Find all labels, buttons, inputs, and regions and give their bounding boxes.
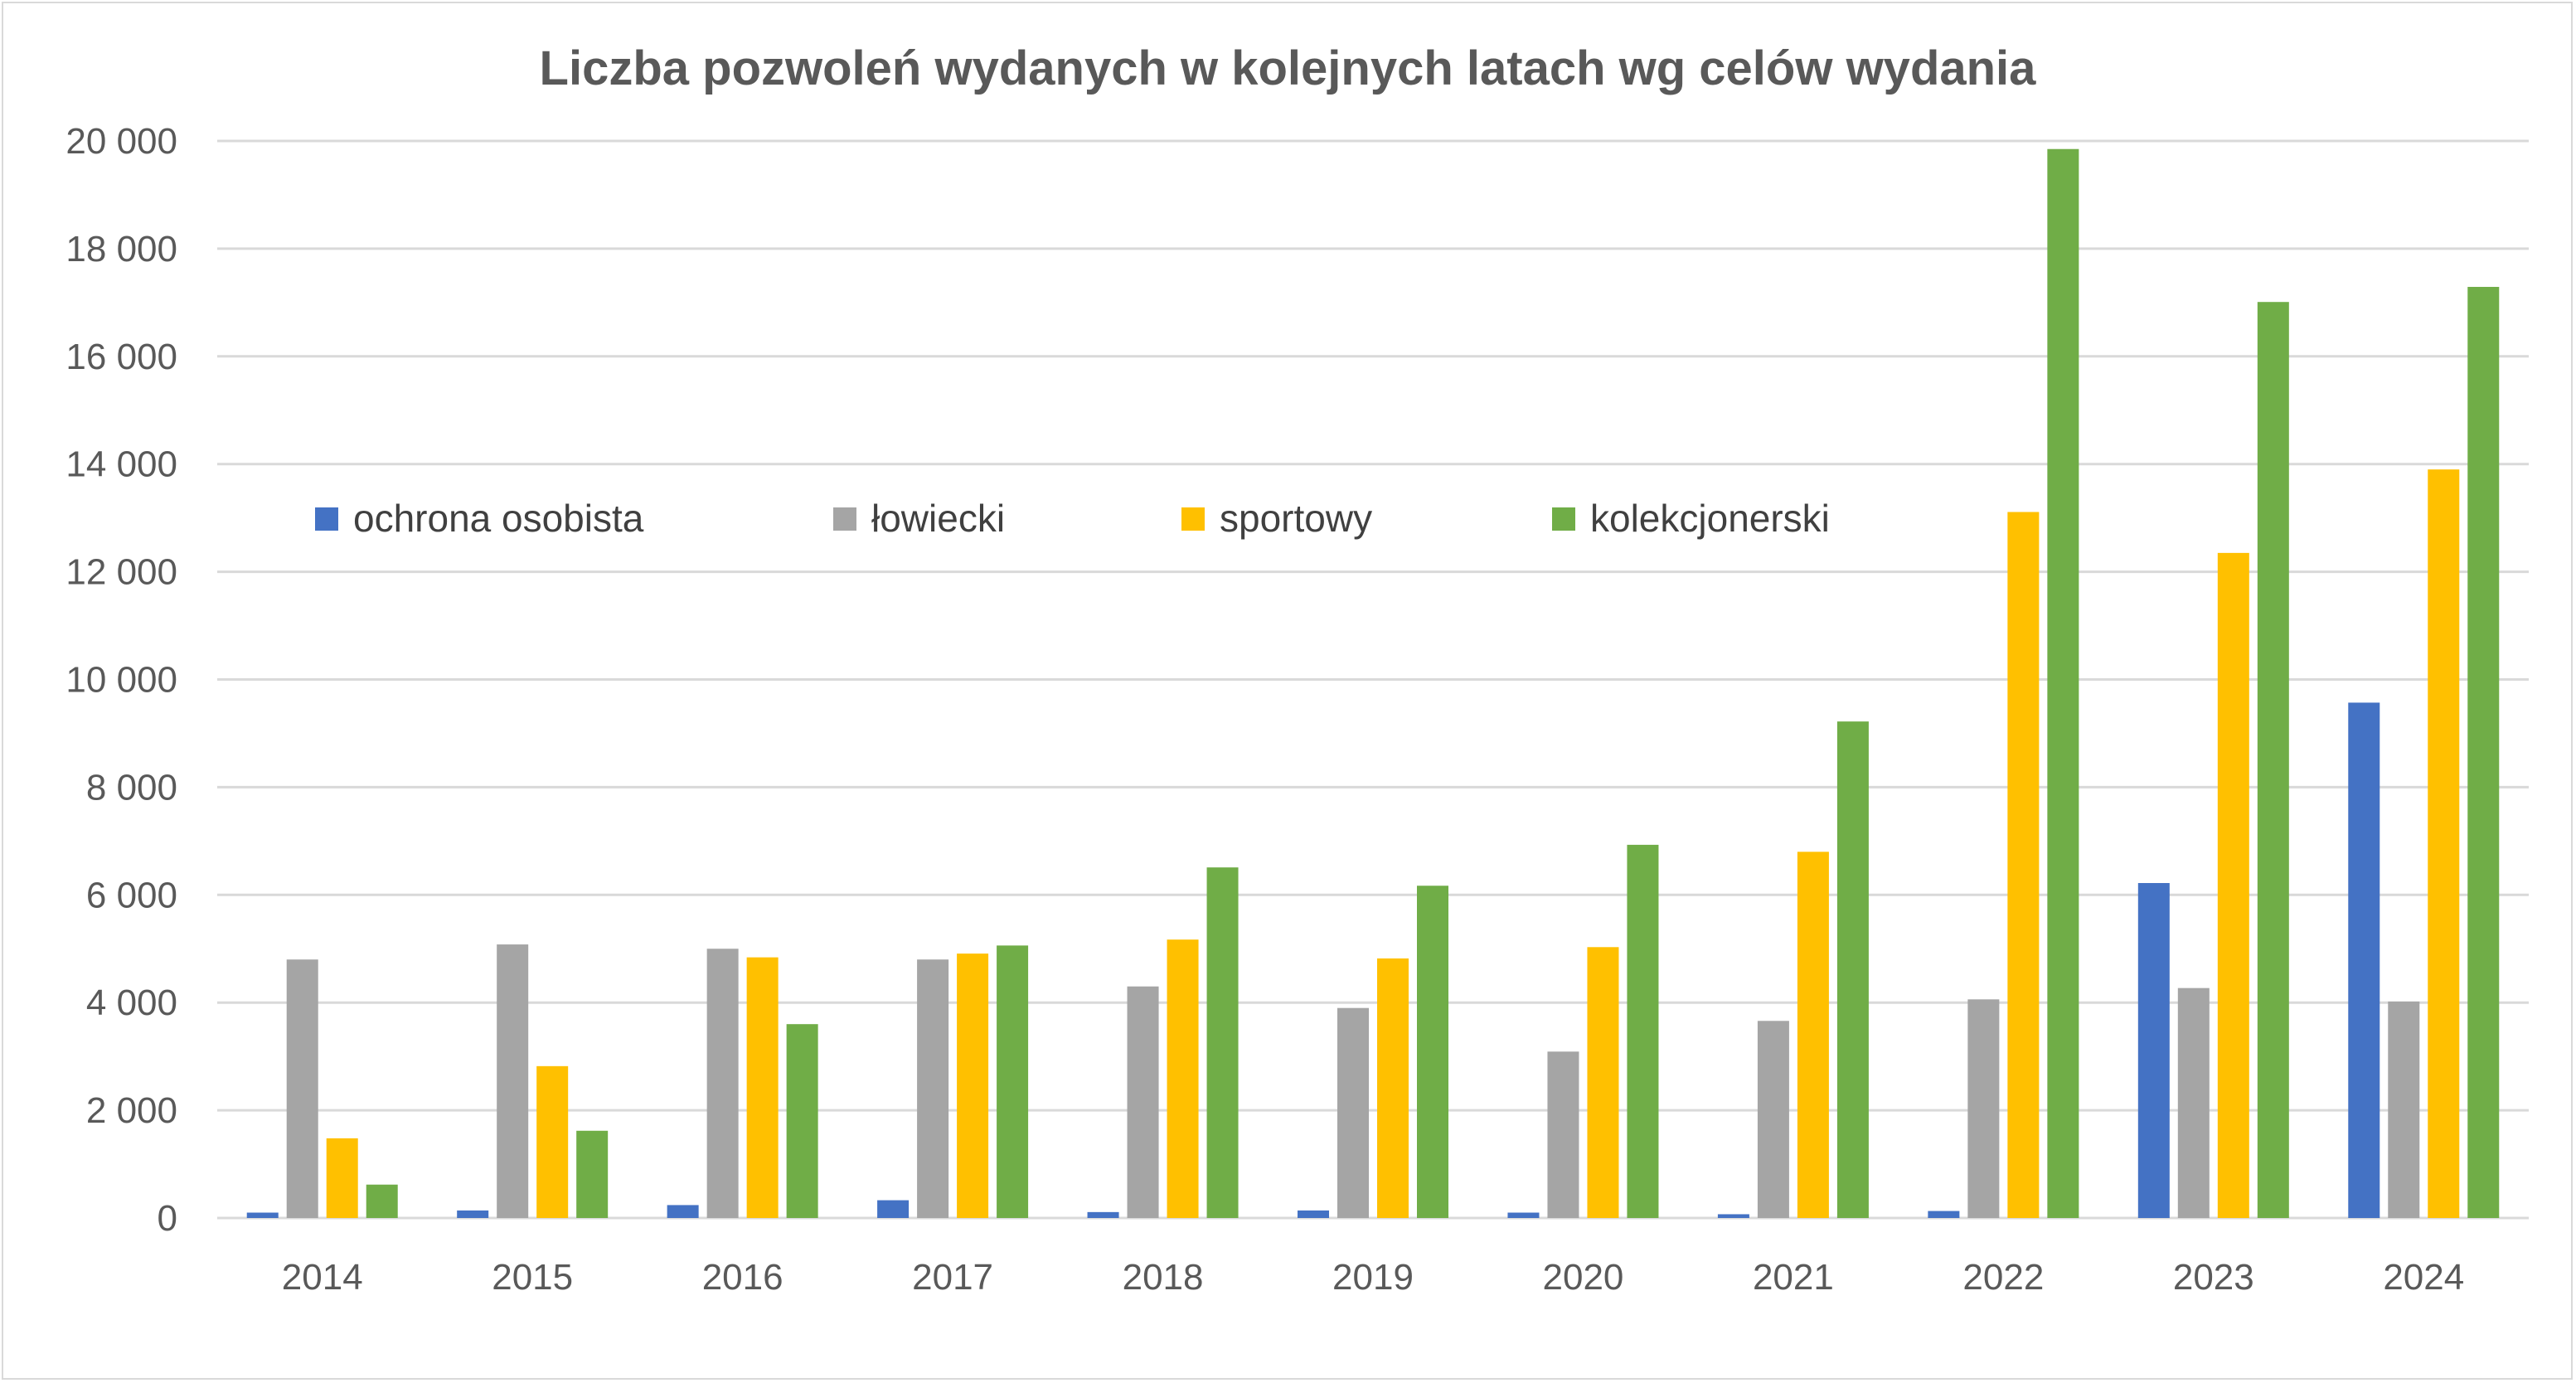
bar-2023-3 — [2257, 302, 2289, 1219]
legend-swatch — [833, 507, 856, 531]
bar-2014-3 — [366, 1184, 398, 1218]
x-axis-ticks: 2014 2015 2016 2017 2018 2019 2020 2021 2022 2023… — [282, 1257, 2464, 1298]
legend-label: sportowy — [1220, 497, 1372, 540]
bar-2017-3 — [997, 945, 1029, 1218]
bar-2020-2 — [1587, 947, 1619, 1218]
y-tick-label: 6 000 — [86, 875, 177, 915]
bar-2019-1 — [1337, 1007, 1369, 1218]
x-tick-label: 2022 — [1962, 1257, 2044, 1298]
bar-2023-1 — [2177, 988, 2210, 1218]
legend-label: łowiecki — [871, 497, 1005, 540]
bar-2019-0 — [1298, 1210, 1329, 1218]
y-tick-label: 20 000 — [65, 121, 177, 162]
legend-swatch — [315, 507, 338, 531]
bar-2023-0 — [2137, 883, 2170, 1218]
bar-2019-2 — [1377, 958, 1409, 1218]
y-tick-label: 0 — [158, 1198, 177, 1239]
bar-2022-1 — [1967, 999, 2000, 1218]
bar-2021-2 — [1797, 852, 1829, 1218]
x-tick-label: 2017 — [912, 1257, 993, 1298]
legend: ochrona osobista łowiecki sportowy kolekcjo… — [315, 497, 1830, 540]
legend-swatch — [1552, 507, 1575, 531]
y-tick-label: 16 000 — [65, 337, 177, 377]
bar-2017-0 — [877, 1200, 910, 1218]
y-tick-label: 18 000 — [65, 229, 177, 269]
legend-swatch — [1181, 507, 1205, 531]
bar-2024-3 — [2467, 287, 2500, 1218]
y-axis-ticks: 0 2 000 4 000 6 000 8 000 10 000 12 000 14 000 1… — [65, 121, 177, 1239]
bar-2020-1 — [1547, 1051, 1579, 1218]
y-tick-label: 8 000 — [86, 767, 177, 808]
x-tick-label: 2014 — [282, 1257, 363, 1298]
chart-title: Liczba pozwoleń wydanych w kolejnych lat… — [540, 41, 2037, 95]
bar-2019-3 — [1417, 886, 1448, 1218]
bar-2018-1 — [1127, 986, 1159, 1218]
bar-2024-2 — [2428, 469, 2460, 1218]
bar-2016-0 — [667, 1205, 699, 1218]
bar-2022-2 — [2007, 512, 2040, 1218]
bar-2017-2 — [957, 954, 989, 1218]
bar-2022-0 — [1928, 1211, 1960, 1218]
bar-2021-1 — [1757, 1021, 1789, 1218]
bar-2022-3 — [2047, 148, 2079, 1219]
legend-label: kolekcjonerski — [1590, 497, 1830, 540]
legend-label: ochrona osobista — [353, 497, 644, 540]
bar-2015-2 — [536, 1065, 569, 1218]
bar-2015-3 — [576, 1130, 609, 1218]
y-tick-label: 14 000 — [65, 444, 177, 485]
bar-2016-3 — [786, 1024, 818, 1218]
x-tick-label: 2015 — [492, 1257, 573, 1298]
y-tick-label: 4 000 — [86, 983, 177, 1023]
bar-2018-2 — [1167, 939, 1199, 1218]
x-tick-label: 2020 — [1543, 1257, 1624, 1298]
x-tick-label: 2019 — [1332, 1257, 1414, 1298]
x-tick-label: 2018 — [1123, 1257, 1204, 1298]
bar-2021-0 — [1717, 1214, 1749, 1218]
bar-2018-0 — [1087, 1211, 1119, 1218]
bar-2023-2 — [2217, 552, 2249, 1218]
bar-2014-1 — [286, 959, 318, 1218]
bar-2020-3 — [1627, 844, 1659, 1218]
bar-2016-2 — [746, 957, 779, 1218]
bar-2015-0 — [457, 1210, 489, 1218]
bar-2024-0 — [2348, 702, 2380, 1218]
bar-2015-1 — [497, 944, 529, 1218]
y-tick-label: 12 000 — [65, 552, 177, 593]
bar-2014-0 — [246, 1212, 279, 1218]
bar-2018-3 — [1206, 867, 1239, 1218]
bars — [246, 148, 2500, 1219]
x-tick-label: 2024 — [2383, 1257, 2464, 1298]
bar-2024-1 — [2388, 1001, 2420, 1218]
bar-2020-0 — [1507, 1212, 1540, 1218]
bar-2014-2 — [326, 1138, 358, 1218]
bar-2017-1 — [917, 959, 949, 1218]
x-tick-label: 2016 — [702, 1257, 783, 1298]
bar-2021-3 — [1836, 721, 1869, 1218]
y-tick-label: 2 000 — [86, 1090, 177, 1131]
x-tick-label: 2023 — [2173, 1257, 2254, 1298]
bar-2016-1 — [706, 949, 739, 1218]
y-tick-label: 10 000 — [65, 660, 177, 701]
x-tick-label: 2021 — [1753, 1257, 1834, 1298]
